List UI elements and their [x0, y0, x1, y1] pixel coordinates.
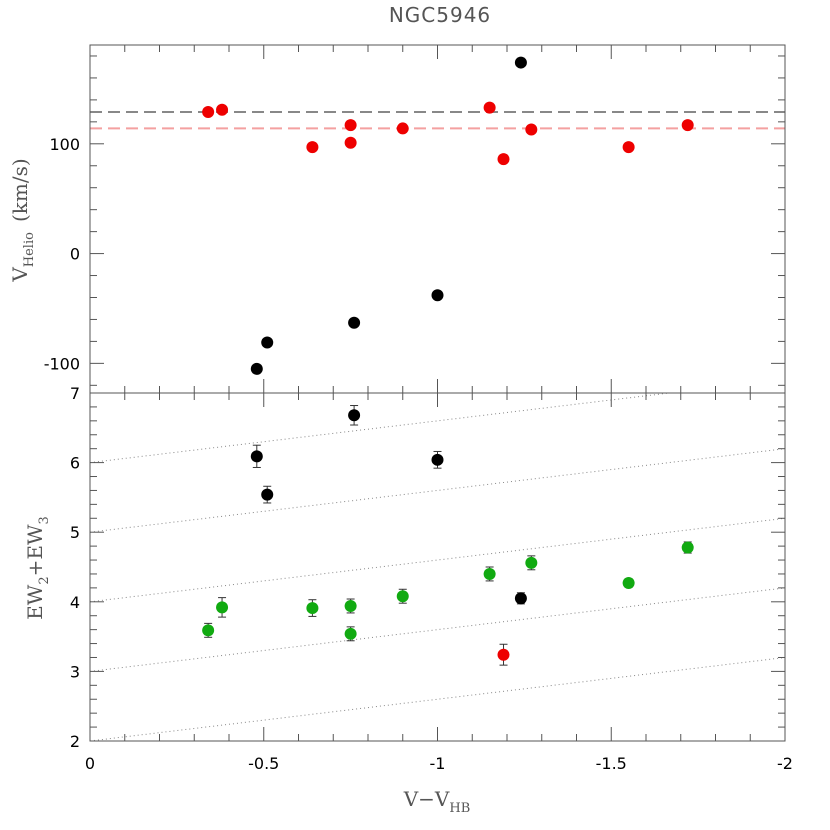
x-tick-label: -1.5	[596, 754, 627, 773]
point-green-0	[202, 624, 215, 637]
bottom-data-points	[202, 405, 694, 666]
point-red-1	[216, 103, 229, 116]
top-y-axis-label-sub: Helio	[22, 232, 37, 267]
y-tick-label: 6	[70, 454, 80, 473]
x-tick-label: -0.5	[248, 754, 279, 773]
point-black-4	[514, 592, 527, 605]
point-black-0	[250, 450, 263, 463]
point-green-5	[396, 590, 409, 603]
point-black-2	[348, 409, 361, 422]
top-y-tick-labels: -100 0 100	[44, 135, 80, 374]
top-y-axis-label-suffix: (km/s)	[8, 158, 32, 222]
x-axis-label: V−VHB	[403, 787, 471, 816]
bottom-y-axis-label-sub1: 2	[37, 576, 52, 584]
bottom-y-axis-label: EW2+EW3	[23, 516, 52, 620]
dotted-line-2	[90, 517, 785, 603]
reference-lines	[90, 110, 785, 130]
point-green-2	[306, 602, 319, 615]
point-green-4	[344, 627, 357, 640]
point-black-2	[348, 316, 361, 329]
y-tick-label: 7	[70, 384, 80, 403]
point-red-9	[622, 141, 635, 154]
point-black-1	[261, 488, 274, 501]
dotted-line-0	[90, 656, 785, 741]
point-red-8	[525, 123, 538, 136]
bottom-ticks	[89, 392, 786, 742]
y-tick-label: 0	[70, 245, 80, 264]
point-red-10	[681, 119, 694, 132]
point-red-0	[202, 105, 215, 118]
bottom-y-axis-label-mid: +EW	[23, 524, 47, 576]
top-panel-frame	[89, 44, 786, 394]
bottom-y-axis-label-sub2: 3	[37, 516, 52, 524]
x-tick-label: 0	[85, 754, 95, 773]
x-tick-label: -1	[430, 754, 446, 773]
x-tick-label: -2	[777, 754, 793, 773]
point-red-4	[344, 136, 357, 149]
point-black-1	[261, 336, 274, 349]
point-red-5	[396, 122, 409, 135]
y-tick-label: 4	[70, 593, 80, 612]
top-panel: -100 0 100 VHelio (km/s)	[8, 44, 786, 394]
top-y-axis-label-main: V	[8, 267, 32, 283]
top-y-axis-label: VHelio (km/s)	[8, 158, 37, 282]
point-red-7	[497, 153, 510, 166]
top-ticks	[89, 45, 786, 393]
chart-title: NGC5946	[389, 3, 491, 27]
bottom-y-axis-label-main: EW	[23, 584, 47, 620]
point-red-0	[497, 648, 510, 661]
point-black-3	[431, 453, 444, 466]
point-green-6	[483, 567, 496, 580]
point-black-4	[514, 56, 527, 69]
y-tick-label: -100	[44, 354, 80, 373]
bottom-panel-frame	[89, 392, 786, 742]
point-green-9	[681, 541, 694, 554]
x-axis-label-sub: HB	[449, 801, 470, 816]
point-green-1	[216, 601, 229, 614]
point-red-3	[344, 119, 357, 132]
point-green-8	[622, 577, 635, 590]
dotted-line-4	[90, 393, 674, 464]
point-black-3	[431, 289, 444, 302]
bottom-y-tick-labels: 2 3 4 5 6 7	[70, 384, 80, 751]
y-tick-label: 3	[70, 662, 80, 681]
x-tick-labels: 0 -0.5 -1 -1.5 -2	[85, 754, 793, 773]
y-tick-label: 100	[49, 135, 80, 154]
dotted-line-3	[90, 448, 785, 533]
point-green-3	[344, 599, 357, 612]
point-red-6	[483, 101, 496, 114]
dotted-line-1	[90, 587, 785, 672]
top-data-points	[202, 56, 694, 375]
x-axis-label-main: V−V	[403, 787, 450, 811]
dotted-guide-lines	[90, 393, 785, 741]
y-tick-label: 5	[70, 523, 80, 542]
point-black-0	[250, 362, 263, 375]
point-red-2	[306, 141, 319, 154]
point-green-7	[525, 556, 538, 569]
y-tick-label: 2	[70, 732, 80, 751]
